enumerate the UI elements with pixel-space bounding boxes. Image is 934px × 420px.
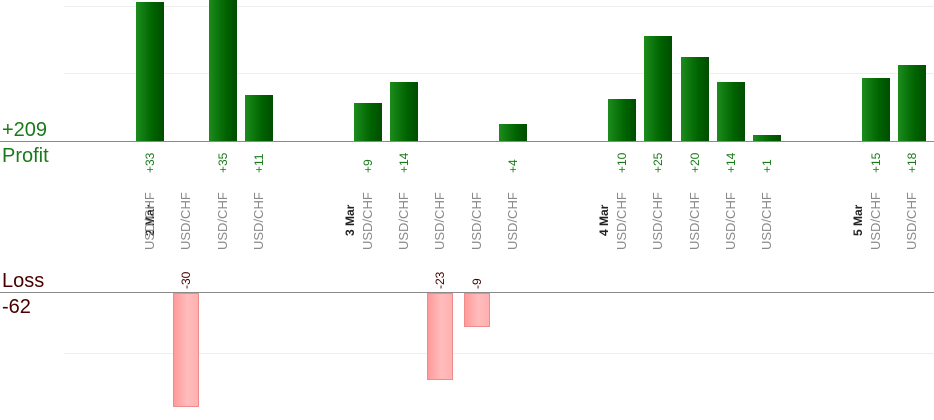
pair-label: USD/CHF [613,192,629,250]
pair-label: USD/CHF [359,192,375,250]
profit-bar [244,94,273,141]
profit-value-label: +14 [397,152,412,173]
profit-bar [716,82,745,141]
profit-value-label: +11 [251,153,266,173]
pair-label: USD/CHF [214,192,230,250]
profit-value-label: +10 [614,152,629,173]
profit-bar [680,57,709,141]
pair-label: USD/CHF [686,192,702,250]
profit-value-label: +1 [760,159,775,173]
pair-label: USD/CHF [178,192,194,250]
profit-value-label: +15 [869,152,883,173]
profit-value-label: +4 [506,159,520,173]
loss-value-label: -23 [433,271,448,289]
profit-bar [644,36,673,141]
profit-bar [353,103,382,141]
loss-value-label: -9 [469,278,484,289]
date-label: 4 Mar [596,204,611,236]
profit-bar [390,82,419,141]
profit-value-label: +14 [723,152,738,173]
loss-bar [173,293,200,407]
profit-value-label: +35 [215,152,230,173]
pair-label: USD/CHF [250,192,266,250]
loss-value-label: -30 [179,271,194,289]
pair-label: USD/CHF [142,192,157,250]
profit-gridline [64,6,934,7]
date-label: 5 Mar [850,204,865,236]
profit-value-label: +20 [687,152,702,173]
profit-bar [136,2,164,141]
loss-bar [463,293,490,328]
pair-label: USD/CHF [650,192,666,250]
profit-value-label: +25 [651,152,666,173]
profit-baseline [0,141,934,142]
profit-gridline [64,73,934,74]
pair-label: USD/CHF [722,192,738,250]
profit-value-label: +9 [360,159,375,173]
pair-label: USD/CHF [432,192,448,250]
loss-total: -62 [2,296,31,318]
profit-bar [208,0,237,141]
pair-label: USD/CHF [505,192,520,250]
profit-bar [898,65,927,141]
profit-bar [607,99,636,141]
loss-bar [427,293,454,381]
profit-bar [499,124,527,141]
profit-value-label: +33 [143,152,157,173]
profit-label: Profit [2,145,49,167]
pair-label: USD/CHF [759,192,775,250]
profit-total: +209 [2,119,48,141]
pair-label: USD/CHF [396,192,412,250]
profit-value-label: +18 [905,152,920,173]
pair-label: USD/CHF [468,192,484,250]
loss-label: Loss [2,270,45,292]
profit-bar [753,135,782,141]
pair-label: USD/CHF [868,192,883,250]
loss-gridline [64,353,934,354]
date-label: 3 Mar [342,204,357,236]
pair-label: USD/CHF [904,192,920,250]
profit-bar [862,78,890,141]
loss-baseline [0,292,934,293]
